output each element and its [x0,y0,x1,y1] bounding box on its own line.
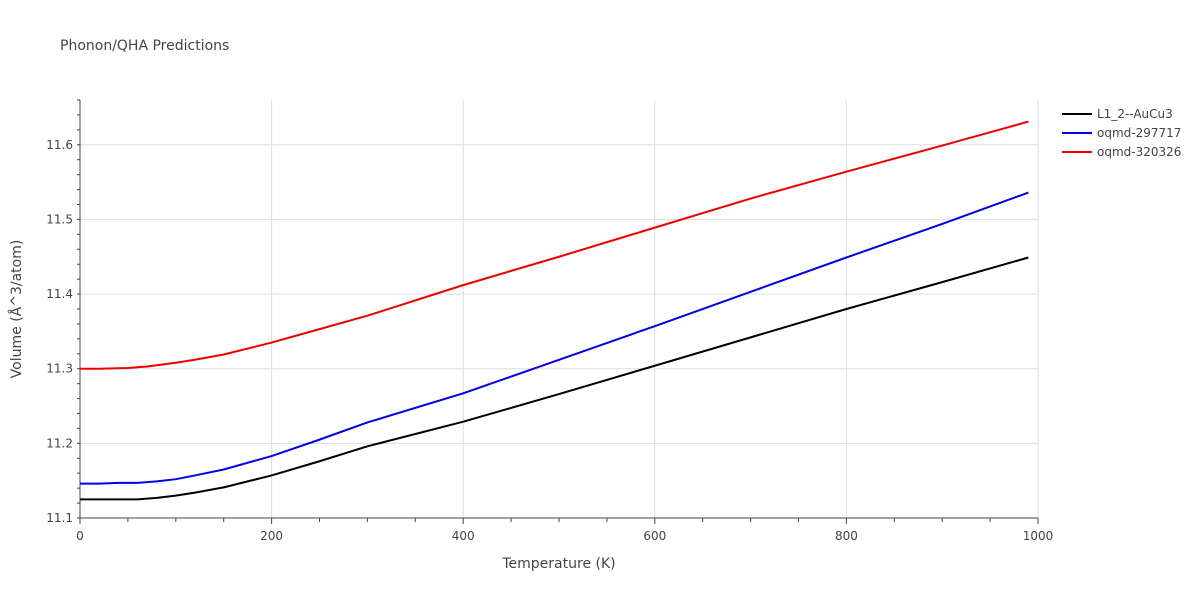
legend-label: L1_2--AuCu3 [1097,107,1173,121]
legend-label: oqmd-320326 [1097,145,1181,159]
legend-item[interactable]: oqmd-320326 [1062,145,1181,159]
series-line [80,120,1029,370]
y-tick-label: 11.3 [46,362,73,376]
series-layer [80,120,1029,501]
x-tick-label: 200 [260,529,283,543]
series-line [80,191,1029,485]
axes-layer: 0 200 400 600 800 1000 11.1 11.2 11.3 11.4 11.5 11.… [46,99,1054,543]
x-tick-label: 600 [643,529,666,543]
y-tick-label: 11.2 [46,436,73,450]
series-line [80,256,1029,501]
y-tick-label: 11.6 [46,138,73,152]
chart-title: Phonon/QHA Predictions [60,38,229,54]
x-tick-label: 0 [76,529,84,543]
x-tick-label: 400 [452,529,475,543]
y-tick-label: 11.1 [46,511,73,525]
x-axis-title: Temperature (K) [501,556,615,572]
x-tick-label: 800 [835,529,858,543]
y-axis-title: Volume (Å^3/atom) [8,240,25,379]
legend-label: oqmd-297717 [1097,126,1181,140]
x-tick-label: 1000 [1023,529,1054,543]
legend-item[interactable]: L1_2--AuCu3 [1062,107,1173,121]
legend[interactable]: L1_2--AuCu3 oqmd-297717 oqmd-320326 [1062,107,1181,159]
y-tick-label: 11.5 [46,212,73,226]
legend-item[interactable]: oqmd-297717 [1062,126,1181,140]
y-tick-label: 11.4 [46,287,73,301]
grid-layer [80,100,1039,519]
